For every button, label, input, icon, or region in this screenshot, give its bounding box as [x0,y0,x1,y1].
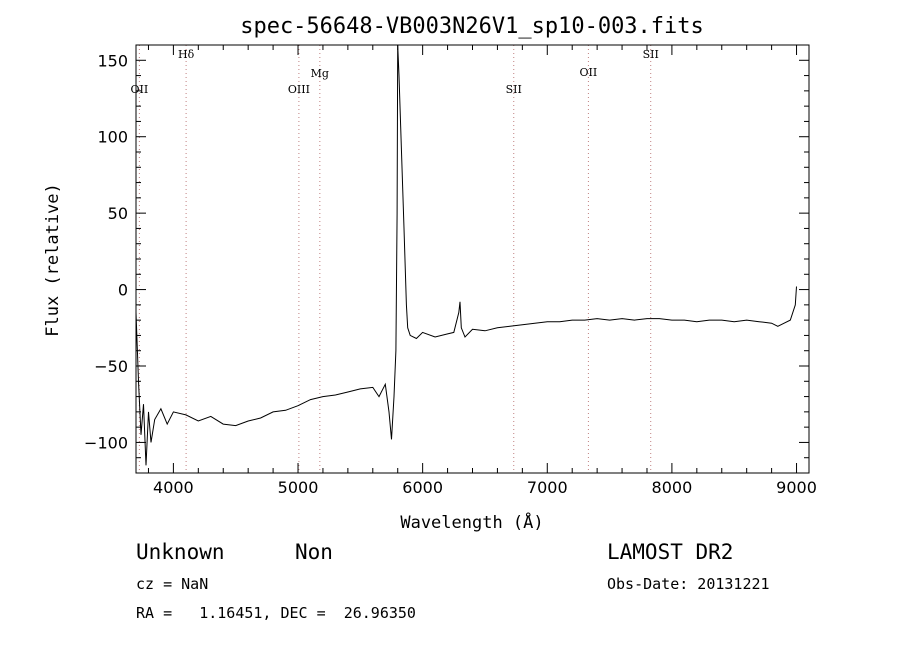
y-tick-label: 50 [108,204,128,223]
spectral-line-label: Mg [311,67,329,80]
y-tick-label: −50 [94,357,128,376]
spectral-line-label: OII [580,66,598,79]
redshift-label: cz = NaN [136,575,209,593]
x-tick-label: 8000 [652,478,693,497]
spectrum-line [135,44,797,466]
spectral-line-label: OIII [288,83,310,96]
x-tick-label: 5000 [278,478,319,497]
y-tick-label: 150 [97,51,128,70]
x-axis-label: Wavelength (Å) [400,511,543,533]
y-tick-label: −100 [84,433,128,452]
survey-label: LAMOST DR2 [607,540,734,564]
spectral-line-label: Hδ [178,48,195,61]
y-axis-label: Flux (relative) [43,183,63,337]
x-tick-label: 9000 [776,478,817,497]
spectral-line-label: SII [506,83,522,96]
class-label: Unknown [136,540,225,564]
x-tick-label: 4000 [153,478,194,497]
spectral-line-label: SII [643,48,659,61]
subclass-label: Non [295,540,333,564]
coordinates-label: RA = 1.16451, DEC = 26.96350 [136,604,416,622]
x-tick-label: 6000 [402,478,443,497]
y-tick-label: 100 [97,128,128,147]
x-tick-label: 7000 [527,478,568,497]
spectral-line-label: OII [131,83,149,96]
plot-frame [135,44,810,474]
y-tick-label: 0 [118,281,128,300]
chart-title: spec-56648-VB003N26V1_sp10-003.fits [240,14,704,39]
obs-date-label: Obs-Date: 20131221 [607,575,770,593]
